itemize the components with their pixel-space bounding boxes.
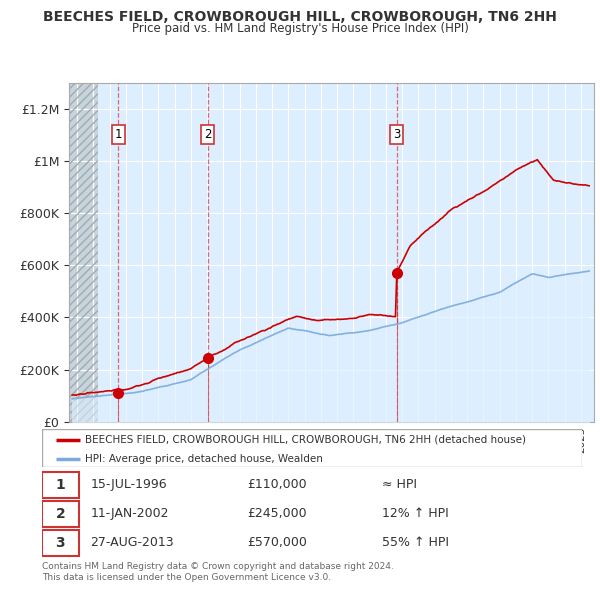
- FancyBboxPatch shape: [42, 429, 582, 467]
- Text: 15-JUL-1996: 15-JUL-1996: [91, 478, 167, 491]
- Text: 2: 2: [55, 507, 65, 521]
- Text: HPI: Average price, detached house, Wealden: HPI: Average price, detached house, Weal…: [85, 454, 323, 464]
- Text: 11-JAN-2002: 11-JAN-2002: [91, 507, 169, 520]
- FancyBboxPatch shape: [42, 530, 79, 556]
- Bar: [69, 83, 98, 422]
- Text: 3: 3: [393, 128, 400, 141]
- Text: 1: 1: [115, 128, 122, 141]
- FancyBboxPatch shape: [42, 471, 79, 498]
- Text: 1: 1: [55, 478, 65, 492]
- FancyBboxPatch shape: [42, 501, 79, 527]
- Text: BEECHES FIELD, CROWBOROUGH HILL, CROWBOROUGH, TN6 2HH (detached house): BEECHES FIELD, CROWBOROUGH HILL, CROWBOR…: [85, 435, 526, 445]
- Text: ≈ HPI: ≈ HPI: [382, 478, 417, 491]
- Text: £570,000: £570,000: [247, 536, 307, 549]
- Text: 55% ↑ HPI: 55% ↑ HPI: [382, 536, 449, 549]
- Text: 27-AUG-2013: 27-AUG-2013: [91, 536, 174, 549]
- Text: 12% ↑ HPI: 12% ↑ HPI: [382, 507, 449, 520]
- Text: Price paid vs. HM Land Registry's House Price Index (HPI): Price paid vs. HM Land Registry's House …: [131, 22, 469, 35]
- Text: £110,000: £110,000: [247, 478, 307, 491]
- Text: Contains HM Land Registry data © Crown copyright and database right 2024.
This d: Contains HM Land Registry data © Crown c…: [42, 562, 394, 582]
- Text: £245,000: £245,000: [247, 507, 307, 520]
- Text: 3: 3: [56, 536, 65, 550]
- Text: 2: 2: [204, 128, 211, 141]
- Bar: [69, 83, 98, 422]
- Text: BEECHES FIELD, CROWBOROUGH HILL, CROWBOROUGH, TN6 2HH: BEECHES FIELD, CROWBOROUGH HILL, CROWBOR…: [43, 10, 557, 24]
